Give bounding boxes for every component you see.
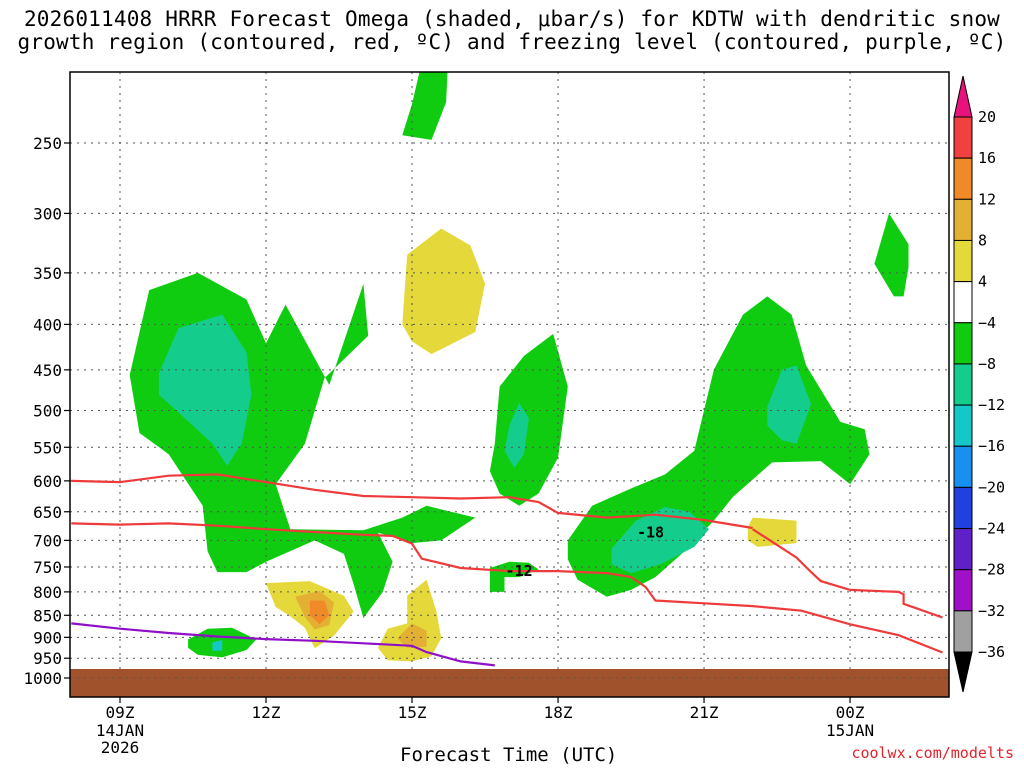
dgz-label-1: -12 <box>506 562 533 580</box>
contour-lines <box>71 473 943 667</box>
omega-region-2-level--8 <box>402 72 448 140</box>
colorbar-band-8-to-4 <box>953 239 973 283</box>
omega-region-3-level--8 <box>489 333 568 506</box>
dgz-contour-right <box>752 528 943 619</box>
colorbar-tick--4: −4 <box>978 314 996 332</box>
x-tick-label-12Z: 12Z <box>252 703 281 722</box>
gridlines <box>70 72 949 679</box>
x-axis-title: Forecast Time (UTC) <box>400 744 618 766</box>
colorbar-tick--8: −8 <box>978 355 996 373</box>
colorbar-band--20-to--24 <box>953 486 973 530</box>
x-tick-date-09Z: 14JAN <box>96 721 144 740</box>
dgz-contour-upper <box>71 473 753 530</box>
colorbar-band--28-to--32 <box>953 569 973 612</box>
omega-region-17-level-8 <box>397 623 427 648</box>
colorbar-band-16-to-12 <box>953 157 973 200</box>
colorbar-top-arrow <box>953 75 973 118</box>
y-tick-label-650: 650 <box>33 503 62 522</box>
y-tick-label-600: 600 <box>33 472 62 491</box>
y-tick-label-750: 750 <box>33 558 62 577</box>
y-tick-label-300: 300 <box>33 204 62 223</box>
colorbar-band-4-to--4 <box>953 281 973 324</box>
y-tick-label-400: 400 <box>33 315 62 334</box>
y-tick-label-700: 700 <box>33 531 62 550</box>
ground-layer <box>70 669 949 697</box>
colorbar-band--32-to--36 <box>953 610 973 653</box>
colorbar-band--24-to--28 <box>953 528 973 571</box>
x-tick-label-18Z: 18Z <box>544 703 573 722</box>
colorbar-tick-4: 4 <box>978 273 987 291</box>
omega-region-12-level-4 <box>402 228 485 355</box>
omega-region-8-level--12 <box>767 365 812 444</box>
omega-shaded-regions <box>129 72 909 662</box>
colorbar-band--16-to--20 <box>953 445 973 488</box>
y-tick-label-500: 500 <box>33 402 62 421</box>
x-tick-label-15Z: 15Z <box>398 703 427 722</box>
y-tick-label-850: 850 <box>33 606 62 625</box>
y-tick-label-450: 450 <box>33 361 62 380</box>
colorbar-band-12-to-8 <box>953 198 973 241</box>
dgz-contour-lower <box>71 522 943 654</box>
omega-region-18-level-4 <box>747 517 797 547</box>
colorbar-tick-8: 8 <box>978 231 987 249</box>
x-tick-label-21Z: 21Z <box>690 703 719 722</box>
omega-region-16-level-4 <box>378 579 442 662</box>
dgz-label-0: -18 <box>637 524 664 542</box>
colorbar-tick--16: −16 <box>978 437 1005 455</box>
title-line-2: growth region (contoured, red, ºC) and f… <box>17 30 1007 54</box>
colorbar-band--12-to--16 <box>953 404 973 447</box>
omega-region-4-level--12 <box>504 402 529 468</box>
colorbar-tick--36: −36 <box>978 643 1005 661</box>
freezing-level-contour <box>71 622 495 667</box>
omega-region-15-level-12 <box>309 600 330 625</box>
colorbar-tick--12: −12 <box>978 396 1005 414</box>
x-tick-date-00Z: 15JAN <box>826 721 874 740</box>
x-tick-label-00Z: 00Z <box>836 703 865 722</box>
omega-region-11-level--12 <box>212 639 223 651</box>
colorbar-band-20-to-16 <box>953 116 973 159</box>
y-tick-label-800: 800 <box>33 583 62 602</box>
colorbar: 20 16 12 8 4 −4 −8 −12 −16 −20 −24 −28 −32 −36 <box>953 75 1005 693</box>
x-tick-label-09Z: 09Z <box>106 703 135 722</box>
colorbar-tick-12: 12 <box>978 190 996 208</box>
x-tick-year-09Z: 2026 <box>101 738 140 757</box>
omega-region-5-level--8 <box>489 561 539 592</box>
omega-region-9-level--8 <box>874 213 909 297</box>
y-tick-label-550: 550 <box>33 438 62 457</box>
plot-frame <box>69 71 950 698</box>
colorbar-band--4-to--8 <box>953 322 973 365</box>
y-tick-label-250: 250 <box>33 134 62 153</box>
title-line-1: 2026011408 HRRR Forecast Omega (shaded, … <box>23 7 1001 31</box>
y-tick-label-950: 950 <box>33 649 62 668</box>
colorbar-tick-20: 20 <box>978 108 996 126</box>
watermark-link[interactable]: coolwx.com/modelts <box>851 744 1014 762</box>
y-axis-ticks: 250 300 350 400 450 500 550 600 650 700 750 800 850 9… <box>23 134 70 688</box>
ground-surface-band <box>70 669 949 697</box>
colorbar-tick--32: −32 <box>978 602 1005 620</box>
colorbar-tick--24: −24 <box>978 520 1005 538</box>
colorbar-band--8-to--12 <box>953 363 973 406</box>
y-tick-label-1000: 1000 <box>23 669 62 688</box>
contour-labels: -18 -12 <box>506 524 665 581</box>
omega-region-7-level--12 <box>611 507 709 574</box>
colorbar-tick-16: 16 <box>978 149 996 167</box>
colorbar-tick--28: −28 <box>978 561 1005 579</box>
y-tick-label-350: 350 <box>33 264 62 283</box>
colorbar-bottom-arrow <box>953 651 973 693</box>
omega-region-1-level--12 <box>158 314 252 466</box>
chart-title: 2026011408 HRRR Forecast Omega (shaded, … <box>0 8 1024 54</box>
y-tick-label-900: 900 <box>33 628 62 647</box>
colorbar-tick--20: −20 <box>978 478 1005 496</box>
